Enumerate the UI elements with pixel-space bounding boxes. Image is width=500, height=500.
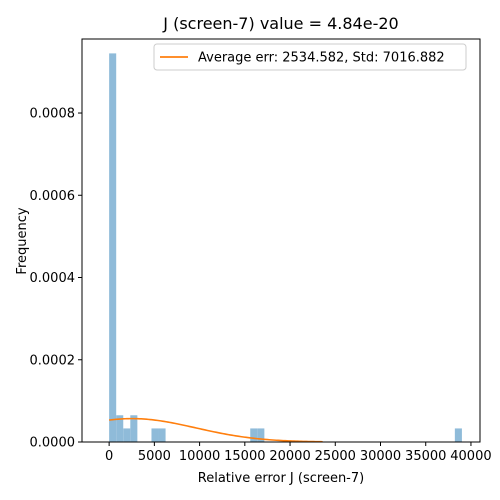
y-tick-label-0: 0.0000: [30, 436, 76, 451]
x-tick-label-0: 0: [105, 449, 113, 464]
legend: Average err: 2534.582, Std: 7016.882: [153, 43, 467, 71]
histogram-bar-2: [123, 428, 131, 442]
x-tick-label-1: 5000: [138, 449, 171, 464]
x-axis-ticks: 0 5000 10000 15000 20000 25000 30000 35000 40000: [105, 442, 492, 464]
histogram-bar-1: [116, 415, 124, 442]
x-tick-label-4: 20000: [269, 449, 310, 464]
fit-curve-line: [109, 417, 323, 443]
y-axis-label: Frequency: [15, 207, 30, 274]
y-tick-label-3: 0.0006: [30, 189, 76, 204]
x-tick-label-6: 30000: [360, 449, 401, 464]
histogram-bar-4: [151, 428, 159, 442]
y-axis-ticks: 0.0000 0.0002 0.0004 0.0006 0.0008: [30, 107, 82, 451]
axes: [81, 38, 481, 443]
y-tick-label-2: 0.0004: [30, 271, 76, 286]
y-tick-label-4: 0.0008: [30, 107, 76, 122]
histogram-bar-8: [454, 428, 462, 442]
chart-title: J (screen-7) value = 4.84e-20: [162, 14, 398, 33]
histogram-bars: [109, 53, 462, 442]
histogram-bar-6: [250, 428, 258, 442]
x-tick-label-2: 10000: [179, 449, 220, 464]
x-tick-label-7: 35000: [405, 449, 446, 464]
legend-entry-label: Average err: 2534.582, Std: 7016.882: [198, 51, 445, 66]
x-tick-label-8: 40000: [450, 449, 491, 464]
legend-box: [153, 43, 467, 71]
histogram-bar-7: [257, 428, 265, 442]
x-tick-label-3: 15000: [224, 449, 265, 464]
histogram-bar-5: [158, 428, 166, 442]
y-tick-label-1: 0.0002: [30, 353, 76, 368]
x-axis-label: Relative error J (screen-7): [198, 471, 364, 486]
histogram-bar-3: [130, 415, 138, 442]
histogram-bar-0: [109, 53, 117, 442]
x-tick-label-5: 25000: [315, 449, 356, 464]
plot-frame: [81, 38, 481, 443]
